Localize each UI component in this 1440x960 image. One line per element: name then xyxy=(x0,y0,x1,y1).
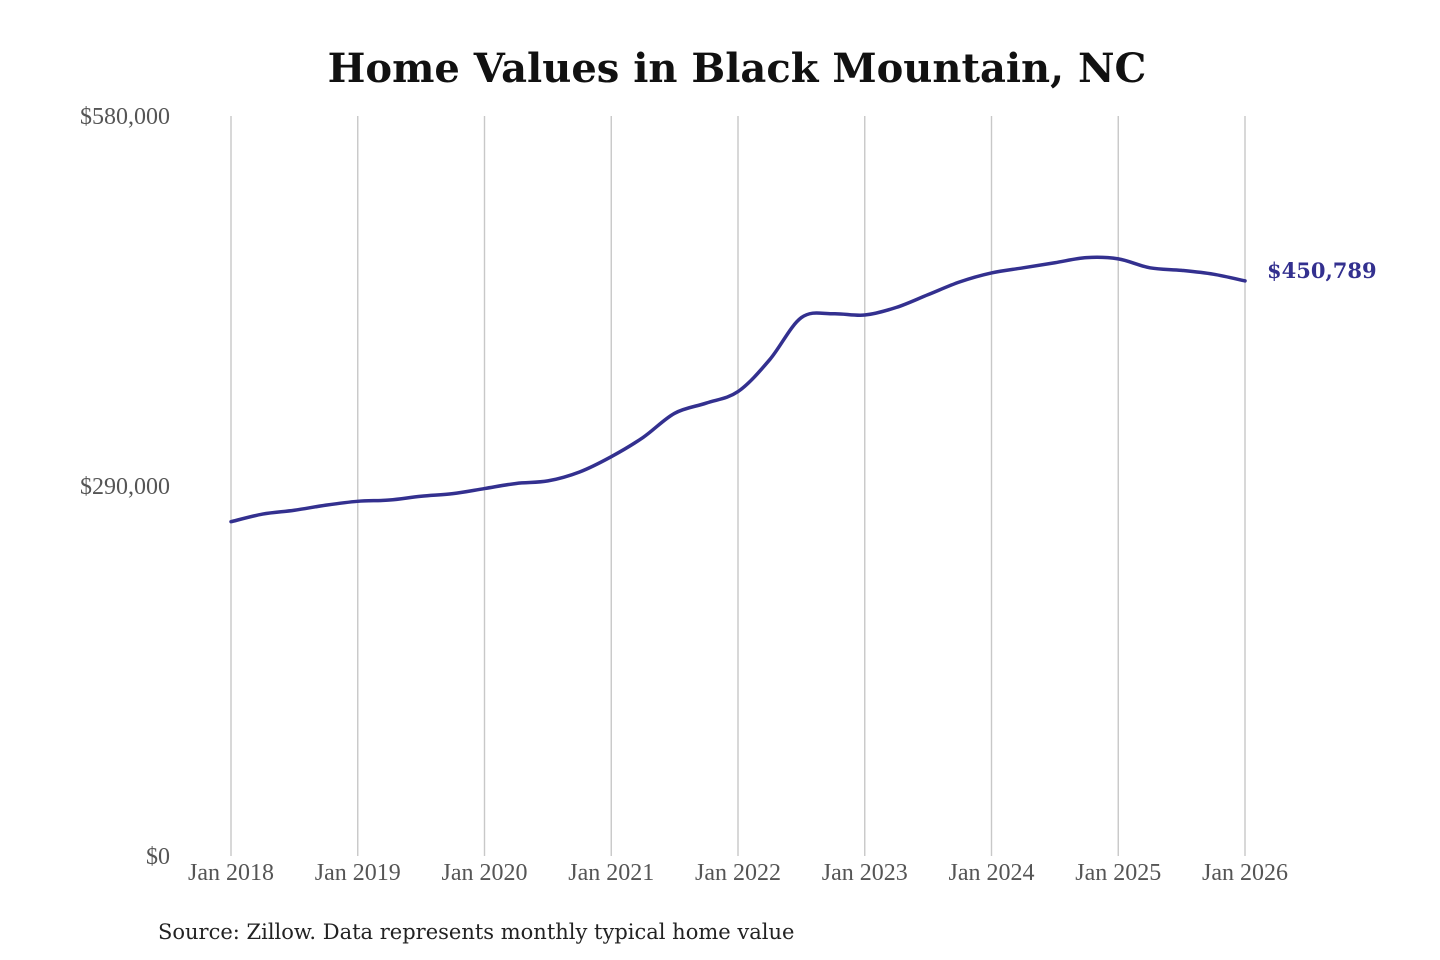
x-tick-label: Jan 2019 xyxy=(315,860,401,886)
y-tick-label: $580,000 xyxy=(80,104,170,130)
x-tick-label: Jan 2020 xyxy=(442,860,528,886)
y-tick-label: $0 xyxy=(146,844,170,870)
x-tick-label: Jan 2026 xyxy=(1202,860,1288,886)
x-tick-label: Jan 2024 xyxy=(949,860,1035,886)
series-line-0 xyxy=(229,255,1247,524)
x-axis-ticks: Jan 2018 Jan 2019 Jan 2020 Jan 2021 Jan 2022… xyxy=(188,860,1288,886)
y-tick-label: $290,000 xyxy=(80,474,170,500)
x-tick-label: Jan 2023 xyxy=(822,860,908,886)
x-tick-label: Jan 2021 xyxy=(568,860,654,886)
x-tick-label: Jan 2022 xyxy=(695,860,781,886)
source-note: Source: Zillow. Data represents monthly … xyxy=(158,920,794,944)
series-group xyxy=(229,255,1247,524)
end-value-label: $450,789 xyxy=(1267,258,1377,283)
x-tick-label: Jan 2018 xyxy=(188,860,274,886)
x-tick-label: Jan 2025 xyxy=(1075,860,1161,886)
gridlines xyxy=(230,116,1246,856)
y-axis-ticks: $580,000 $290,000 $0 xyxy=(80,104,170,870)
chart-title: Home Values in Black Mountain, NC xyxy=(328,45,1147,92)
